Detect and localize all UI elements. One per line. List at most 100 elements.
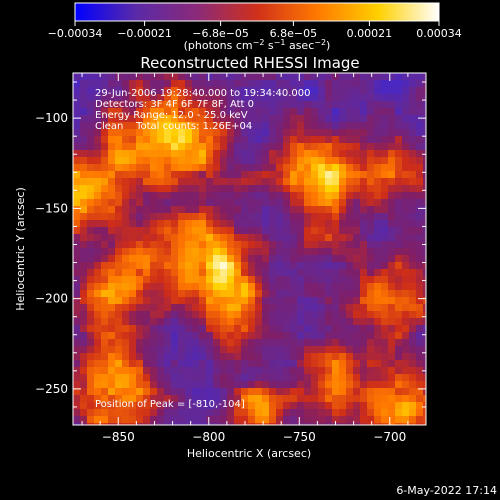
heatmap-cell — [290, 276, 298, 284]
heatmap-cell — [129, 248, 137, 256]
heatmap-cell — [178, 318, 186, 326]
heatmap-cell — [171, 332, 179, 340]
heatmap-cell — [388, 416, 396, 424]
heatmap-cell — [206, 101, 214, 109]
heatmap-cell — [388, 367, 396, 375]
heatmap-cell — [129, 262, 137, 270]
heatmap-cell — [395, 332, 403, 340]
heatmap-cell — [199, 269, 207, 277]
heatmap-cell — [297, 185, 305, 193]
heatmap-cell — [255, 339, 263, 347]
heatmap-cell — [409, 178, 417, 186]
colorbar-tick-label: 6.8e−05 — [270, 27, 317, 40]
heatmap-cell — [374, 262, 382, 270]
heatmap-cell — [213, 199, 221, 207]
heatmap-cell — [213, 241, 221, 249]
heatmap-cell — [206, 304, 214, 312]
heatmap-cell — [220, 241, 228, 249]
heatmap-cell — [227, 220, 235, 228]
heatmap-cell — [122, 171, 130, 179]
heatmap-cell — [353, 269, 361, 277]
heatmap-cell — [304, 353, 312, 361]
heatmap-cell — [129, 381, 137, 389]
heatmap-cell — [94, 213, 102, 221]
heatmap-cell — [108, 241, 116, 249]
heatmap-cell — [206, 325, 214, 333]
heatmap-cell — [248, 332, 256, 340]
heatmap-cell — [374, 381, 382, 389]
heatmap-cell — [388, 339, 396, 347]
heatmap-cell — [339, 297, 347, 305]
heatmap-cell — [388, 101, 396, 109]
heatmap-cell — [206, 374, 214, 382]
heatmap-cell — [101, 213, 109, 221]
heatmap-cell — [241, 255, 249, 263]
heatmap-cell — [178, 227, 186, 235]
heatmap-cell — [206, 381, 214, 389]
heatmap-cell — [423, 227, 426, 235]
heatmap-cell — [178, 248, 186, 256]
heatmap-cell — [276, 262, 284, 270]
heatmap-cell — [269, 171, 277, 179]
heatmap-cell — [332, 269, 340, 277]
heatmap-cell — [311, 262, 319, 270]
heatmap-cell — [409, 136, 417, 144]
heatmap-cell — [94, 311, 102, 319]
heatmap-cell — [402, 129, 410, 137]
heatmap-cell — [213, 192, 221, 200]
heatmap-cell — [241, 227, 249, 235]
heatmap-cell — [290, 108, 298, 116]
heatmap-cell — [136, 234, 144, 242]
heatmap-cell — [283, 360, 291, 368]
heatmap-cell — [164, 360, 172, 368]
heatmap-cell — [129, 402, 137, 410]
heatmap-cell — [87, 213, 95, 221]
heatmap-cell — [297, 248, 305, 256]
heatmap-cell — [192, 311, 200, 319]
heatmap-cell — [346, 73, 354, 81]
heatmap-cell — [108, 353, 116, 361]
heatmap-cell — [311, 171, 319, 179]
heatmap-cell — [423, 185, 426, 193]
heatmap-cell — [115, 199, 123, 207]
heatmap-cell — [185, 115, 193, 123]
heatmap-cell — [276, 157, 284, 165]
heatmap-cell — [73, 171, 81, 179]
heatmap-cell — [136, 213, 144, 221]
heatmap-cell — [311, 73, 319, 81]
heatmap-cell — [304, 101, 312, 109]
heatmap-cell — [353, 290, 361, 298]
heatmap-cell — [220, 206, 228, 214]
heatmap-cell — [164, 164, 172, 172]
heatmap-cell — [213, 108, 221, 116]
heatmap-cell — [416, 395, 424, 403]
heatmap-cell — [220, 255, 228, 263]
heatmap-cell — [73, 94, 81, 102]
heatmap-cell — [311, 402, 319, 410]
heatmap-cell — [227, 94, 235, 102]
heatmap-cell — [143, 143, 151, 151]
heatmap-cell — [297, 318, 305, 326]
heatmap-cell — [423, 346, 426, 354]
heatmap-cell — [353, 108, 361, 116]
heatmap-cell — [325, 360, 333, 368]
heatmap-cell — [241, 122, 249, 130]
heatmap-cell — [416, 381, 424, 389]
heatmap-cell — [262, 353, 270, 361]
heatmap-cell — [171, 213, 179, 221]
heatmap-cell — [143, 101, 151, 109]
heatmap-cell — [255, 290, 263, 298]
heatmap-cell — [164, 339, 172, 347]
heatmap-cell — [388, 346, 396, 354]
heatmap-cell — [367, 325, 375, 333]
heatmap-cell — [262, 283, 270, 291]
heatmap-cell — [101, 367, 109, 375]
heatmap-cell — [115, 213, 123, 221]
heatmap-cell — [73, 269, 81, 277]
heatmap-cell — [206, 94, 214, 102]
heatmap-cell — [290, 122, 298, 130]
heatmap-cell — [423, 381, 426, 389]
heatmap-cell — [150, 290, 158, 298]
heatmap-cell — [290, 73, 298, 81]
heatmap-cell — [87, 87, 95, 95]
